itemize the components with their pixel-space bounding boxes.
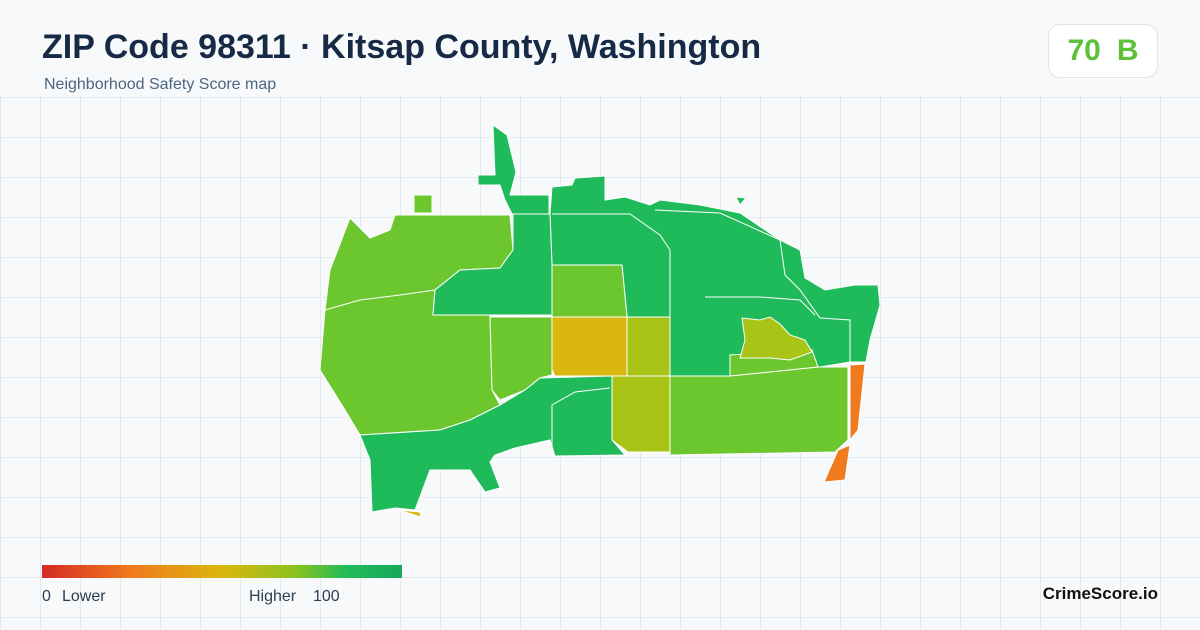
header <box>0 0 1200 96</box>
score-badge: 70 B <box>1048 24 1158 78</box>
area-border <box>552 213 671 317</box>
area <box>359 375 627 513</box>
area <box>626 316 671 377</box>
subtitle: Neighborhood Safety Score map <box>44 76 277 93</box>
area <box>669 366 849 456</box>
area-border <box>705 296 816 316</box>
legend-max: 100 <box>313 588 340 605</box>
area <box>477 123 550 215</box>
area <box>551 316 628 377</box>
area-border <box>654 209 851 362</box>
score: 70 <box>1067 34 1101 67</box>
grade: B <box>1116 34 1139 67</box>
area <box>319 214 514 436</box>
legend-min: 0 <box>42 588 51 605</box>
area <box>739 316 813 361</box>
legend-min-label: Lower <box>62 588 106 605</box>
area <box>397 509 422 518</box>
area <box>849 363 866 442</box>
brand: CrimeScore.io <box>1042 584 1158 603</box>
area <box>735 196 748 206</box>
area <box>413 194 433 214</box>
title: ZIP Code 98311 · Kitsap County, Washingt… <box>42 28 762 66</box>
area <box>611 375 671 453</box>
area-border <box>551 387 611 456</box>
legend-bar <box>42 565 402 578</box>
area <box>551 264 628 318</box>
legend-max-label: Higher <box>249 588 297 605</box>
area <box>432 213 553 316</box>
area-border <box>324 289 436 311</box>
area <box>823 444 851 483</box>
